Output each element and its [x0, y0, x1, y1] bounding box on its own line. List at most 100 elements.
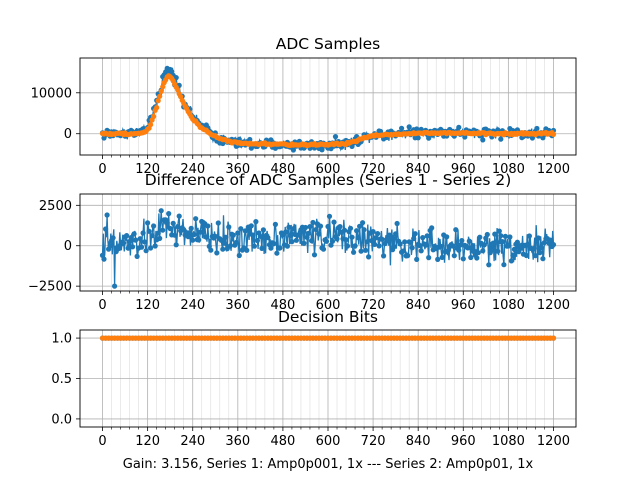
data-point: [325, 223, 331, 230]
data-point: [514, 239, 521, 245]
data-point: [492, 231, 498, 237]
chart-title: Decision Bits: [278, 308, 378, 326]
y-tick-label: 0.5: [51, 372, 72, 387]
data-point: [414, 126, 420, 132]
data-point: [154, 105, 160, 111]
data-point: [507, 234, 513, 240]
data-point: [412, 231, 418, 237]
y-tick-label: 2500: [39, 199, 72, 214]
series-difference: [99, 208, 557, 289]
data-point: [313, 227, 319, 233]
data-point: [214, 250, 220, 256]
data-point: [370, 229, 376, 235]
data-point: [133, 237, 139, 243]
data-point: [445, 248, 451, 254]
data-point: [305, 230, 312, 236]
data-point: [158, 88, 164, 94]
data-point: [457, 242, 463, 248]
data-point: [465, 245, 471, 251]
x-tick-label: 600: [316, 434, 341, 449]
data-point: [550, 131, 557, 137]
figure-caption: Gain: 3.156, Series 1: Amp0p001, 1x --- …: [123, 457, 534, 472]
data-point: [502, 233, 508, 239]
data-point: [516, 249, 522, 255]
data-point: [152, 243, 158, 249]
data-point: [208, 247, 214, 253]
data-point: [486, 262, 492, 268]
data-point: [265, 235, 271, 241]
x-tick-label: 840: [406, 434, 431, 449]
data-point: [534, 125, 540, 132]
data-point: [501, 262, 507, 268]
data-point: [406, 124, 412, 130]
data-point: [388, 234, 394, 240]
data-point: [450, 243, 456, 249]
data-point: [320, 246, 327, 252]
data-point: [375, 231, 381, 237]
data-point: [175, 87, 181, 93]
data-point: [540, 135, 546, 141]
data-point: [402, 239, 408, 245]
x-tick-label: 1200: [537, 162, 570, 177]
data-point: [373, 235, 379, 241]
data-point: [160, 84, 166, 90]
data-point: [221, 240, 227, 246]
data-point: [475, 250, 481, 256]
data-point: [215, 220, 221, 226]
data-point: [107, 243, 113, 249]
data-point: [290, 147, 296, 153]
data-point: [301, 240, 307, 246]
data-point: [358, 248, 364, 254]
data-point: [124, 233, 130, 239]
x-tick-label: 1080: [492, 162, 525, 177]
data-point: [172, 232, 178, 238]
data-point: [429, 225, 435, 231]
x-tick-label: 960: [451, 434, 476, 449]
data-point: [417, 242, 423, 249]
data-point: [354, 228, 360, 234]
data-point: [496, 228, 502, 234]
data-point: [511, 246, 517, 252]
data-point: [146, 228, 152, 234]
series-series-2: [99, 335, 557, 341]
grid: [80, 58, 576, 155]
data-point: [550, 242, 557, 248]
data-point: [372, 241, 378, 247]
data-point: [130, 244, 136, 250]
y-tick-label: −2500: [28, 280, 72, 295]
data-point: [236, 252, 242, 259]
data-point: [316, 231, 322, 237]
data-point: [326, 213, 333, 219]
data-point: [170, 220, 176, 226]
data-point: [193, 216, 199, 222]
x-tick-label: 0: [98, 434, 106, 449]
data-point: [328, 242, 334, 248]
data-point: [453, 227, 459, 233]
x-tick-label: 0: [98, 162, 106, 177]
x-tick-label: 720: [361, 298, 386, 313]
data-point: [409, 245, 415, 251]
data-point: [484, 231, 490, 238]
data-point: [363, 247, 369, 253]
data-point: [286, 224, 292, 230]
chart-title: Difference of ADC Samples (Series 1 - Se…: [145, 171, 512, 189]
data-point: [140, 230, 146, 236]
data-point: [296, 232, 302, 238]
chart-decision-bits: Decision Bits 0 120 240 360 480 600 720 840 960 1…: [51, 308, 577, 449]
data-point: [329, 238, 336, 244]
data-point: [505, 243, 511, 249]
data-point: [127, 238, 133, 245]
data-point: [418, 248, 424, 254]
data-point: [332, 134, 339, 140]
data-point: [331, 219, 337, 225]
data-point: [284, 243, 290, 249]
data-point: [355, 235, 361, 241]
x-tick-label: 120: [135, 298, 160, 313]
data-point: [274, 250, 280, 256]
data-point: [289, 239, 295, 245]
x-tick-label: 1080: [492, 298, 525, 313]
data-point: [474, 255, 480, 261]
x-tick-label: 840: [406, 298, 431, 313]
data-point: [400, 248, 406, 254]
